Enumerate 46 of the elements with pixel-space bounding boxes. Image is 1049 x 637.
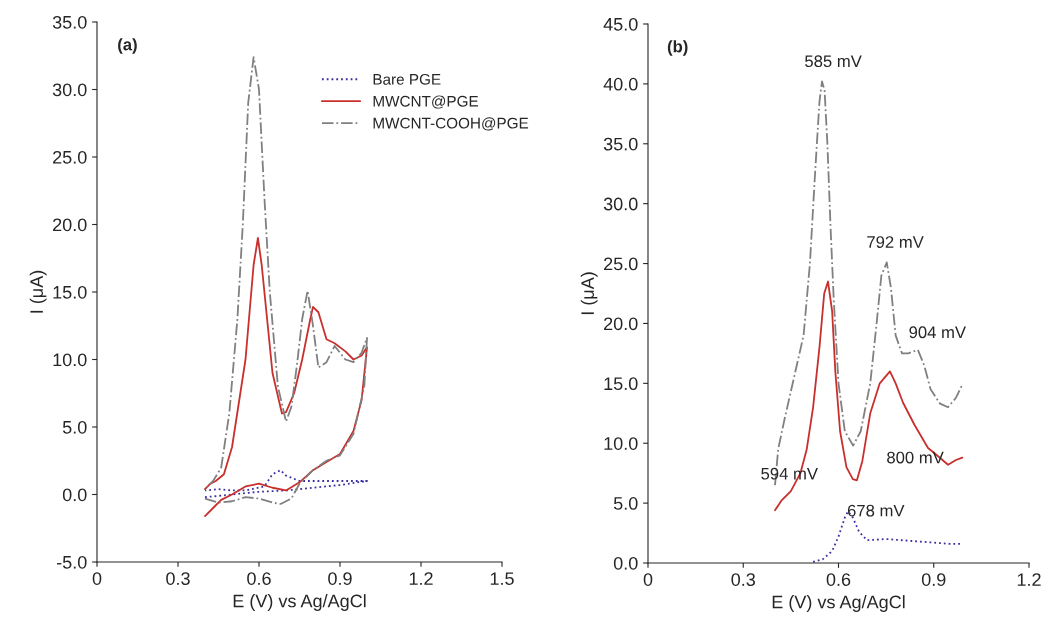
y-tick-label: 15.0 [604, 377, 638, 391]
y-tick-label: 20.0 [53, 218, 87, 232]
x-axis-title: E (V) vs Ag/AgCl [772, 595, 905, 612]
y-tick-label: 0.0 [62, 488, 87, 502]
y-tick-label: 15.0 [53, 285, 87, 299]
line-series [204, 237, 368, 518]
y-tick-label: 5.0 [613, 497, 638, 510]
annotation: 678 mV [847, 504, 905, 517]
x-tick-label: 0.9 [921, 573, 946, 586]
y-tick-label: 20.0 [604, 317, 638, 331]
y-axis-title: I (μA) [580, 272, 598, 315]
legend-label: Bare PGE [373, 73, 441, 85]
legend-label: MWCNT@PGE [373, 95, 479, 109]
x-tick-label: 0.3 [731, 573, 756, 586]
y-tick-label: 30.0 [52, 83, 87, 97]
x-tick-label: 0 [92, 572, 102, 585]
x-tick-label: 0.6 [826, 573, 851, 586]
x-tick-label: 0.3 [166, 572, 190, 585]
text: (b) [667, 40, 688, 56]
y-tick-label: -5.0 [56, 555, 87, 569]
x-tick-label: 1.5 [490, 572, 514, 585]
x-tick-label: 0.9 [328, 572, 352, 585]
y-tick-label: 35.0 [52, 15, 87, 29]
y-tick-label: 10.0 [53, 353, 87, 367]
annotation: 585 mV [805, 55, 862, 68]
y-tick-label: 10.0 [604, 437, 638, 450]
y-tick-label: 30.0 [603, 197, 638, 211]
y-tick-label: 35.0 [603, 137, 638, 151]
text: (a) [118, 38, 137, 54]
y-axis-title: I (μA) [29, 270, 47, 313]
y-tick-label: 45.0 [603, 17, 638, 31]
line-series [204, 56, 368, 505]
x-tick-label: 0.6 [247, 572, 271, 585]
y-tick-label: 25.0 [604, 257, 638, 271]
line-series [204, 469, 368, 499]
y-tick-label: 5.0 [62, 420, 87, 434]
y-tick-label: 40.0 [603, 77, 638, 91]
x-tick-label: 1.2 [1017, 573, 1041, 586]
annotation: 792 mV [867, 236, 924, 248]
y-tick-label: 0.0 [613, 556, 638, 570]
x-tick-label: 1.2 [409, 572, 433, 585]
x-axis-title: E (V) vs Ag/AgCl [233, 594, 366, 611]
y-tick-label: 25.0 [53, 150, 87, 164]
annotation: 904 mV [909, 326, 966, 339]
x-tick-label: 0 [643, 573, 653, 586]
legend-label: MWCNT-COOH@PGE [373, 117, 529, 131]
